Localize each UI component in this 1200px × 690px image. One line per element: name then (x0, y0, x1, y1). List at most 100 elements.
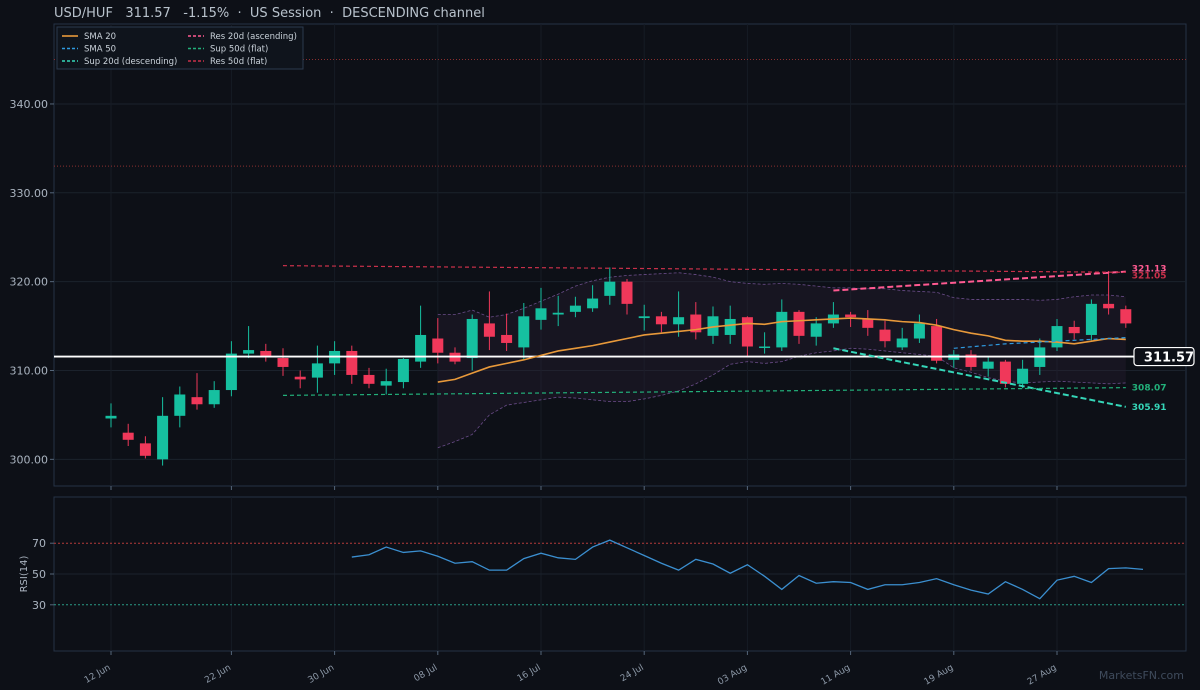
candle-body (260, 350, 272, 357)
bollinger-band (437, 272, 1126, 449)
candle-body (535, 308, 547, 320)
last-price-box (1133, 346, 1195, 367)
candle-body (931, 326, 943, 361)
candle-body (759, 346, 771, 349)
candle-body (587, 298, 599, 309)
candle-body (810, 323, 822, 337)
level-end-label: 308.07 (1132, 384, 1167, 394)
candle-body (965, 354, 977, 367)
candle-body (483, 323, 495, 337)
candle-body (638, 316, 650, 319)
legend-item-label: SMA 50 (84, 45, 116, 55)
indicator-line (833, 270, 1126, 292)
indicator-line (833, 347, 1126, 408)
candle-body (466, 318, 478, 359)
candle-body (569, 305, 581, 312)
price-label: 311.57 (125, 6, 171, 21)
bollinger-upper (437, 272, 1126, 318)
x-tick-label: 27 Aug (1026, 663, 1059, 688)
candle-body (1120, 309, 1132, 324)
channel-label: DESCENDING channel (342, 6, 485, 21)
legend-item-label: Res 50d (flat) (210, 57, 267, 67)
candle-body (294, 376, 306, 380)
grid-layer (54, 24, 1186, 651)
candle-body (896, 338, 908, 348)
candle-body (243, 350, 255, 354)
level-end-label: 321.13 (1132, 265, 1167, 275)
candle-body (793, 311, 805, 336)
indicator-line (282, 265, 1126, 273)
x-tick-label: 03 Aug (716, 663, 749, 688)
candle-body (673, 317, 685, 325)
x-tick-label: 22 Jun (203, 663, 233, 686)
x-tick-label: 08 Jul (413, 663, 440, 684)
candle-body (741, 317, 753, 347)
candle-body (174, 394, 186, 416)
candle-body (105, 415, 117, 419)
candle-body (879, 329, 891, 342)
candle-body (397, 358, 409, 383)
candle-body (1068, 326, 1080, 334)
candle-body (157, 415, 169, 460)
candle-body (724, 318, 736, 335)
candle-body (552, 312, 564, 315)
legend-item-label: Sup 20d (descending) (84, 57, 177, 67)
indicator-line (282, 387, 1126, 396)
legend-item-label: Sup 50d (flat) (210, 45, 268, 55)
rsi-tick-label: 70 (32, 537, 46, 550)
candle-body (1017, 368, 1029, 384)
price-tick-label: 310.00 (10, 365, 49, 378)
candles: 311.57 (54, 267, 1195, 466)
price-tick-label: 330.00 (10, 187, 49, 200)
x-tick-label: 11 Aug (819, 663, 852, 688)
candle-body (655, 316, 667, 325)
chart-title: USD/HUF 311.57 -1.15% · US Session · DES… (54, 6, 485, 21)
candle-body (191, 397, 203, 405)
price-tick-label: 320.00 (10, 276, 49, 289)
legend-item-label: Res 20d (ascending) (210, 32, 297, 42)
candle-body (1051, 326, 1063, 348)
candle-body (604, 281, 616, 296)
candle-body (501, 334, 513, 343)
candle-body (982, 361, 994, 369)
price-tick-label: 340.00 (10, 98, 49, 111)
candle-body (518, 316, 530, 348)
rsi-axis-label: RSI(14) (19, 556, 30, 593)
rsi-tick-label: 30 (32, 599, 46, 612)
candle-body (862, 318, 874, 328)
candle-body (311, 363, 323, 378)
legend-box (56, 26, 304, 70)
x-tick-label: 16 Jul (516, 663, 543, 684)
candle-body (621, 281, 633, 304)
x-tick-label: 19 Aug (923, 663, 956, 688)
candle-body (363, 374, 375, 384)
x-tick-label: 12 Jun (83, 663, 113, 686)
candle-body (139, 443, 151, 456)
session-label: US Session (249, 6, 322, 21)
candle-body (690, 314, 702, 333)
legend-item-label: SMA 20 (84, 32, 116, 42)
bollinger-fill (437, 272, 1126, 448)
watermark: MarketsFN.com (1098, 669, 1184, 682)
last-price-label: 311.57 (1144, 351, 1194, 366)
candle-body (225, 353, 237, 391)
candle-body (380, 381, 392, 386)
candle-body (845, 314, 857, 318)
candle-body (999, 361, 1011, 384)
candle-body (913, 323, 925, 339)
level-end-label: 305.91 (1132, 403, 1167, 413)
level-end-label: 321.05 (1132, 271, 1167, 281)
candle-body (415, 334, 427, 362)
indicator-lines: 305.91 321.13 308.07 321.05 (282, 265, 1167, 413)
bollinger-lower (437, 347, 1126, 449)
rsi-series (54, 539, 1186, 606)
candle-body (122, 432, 134, 440)
candle-body (277, 358, 289, 367)
x-tick-label: 30 Jun (307, 663, 337, 686)
candle-body (1085, 303, 1097, 335)
candle-body (776, 311, 788, 348)
price-panel (53, 23, 1187, 487)
rsi-tick-label: 50 (32, 568, 46, 581)
